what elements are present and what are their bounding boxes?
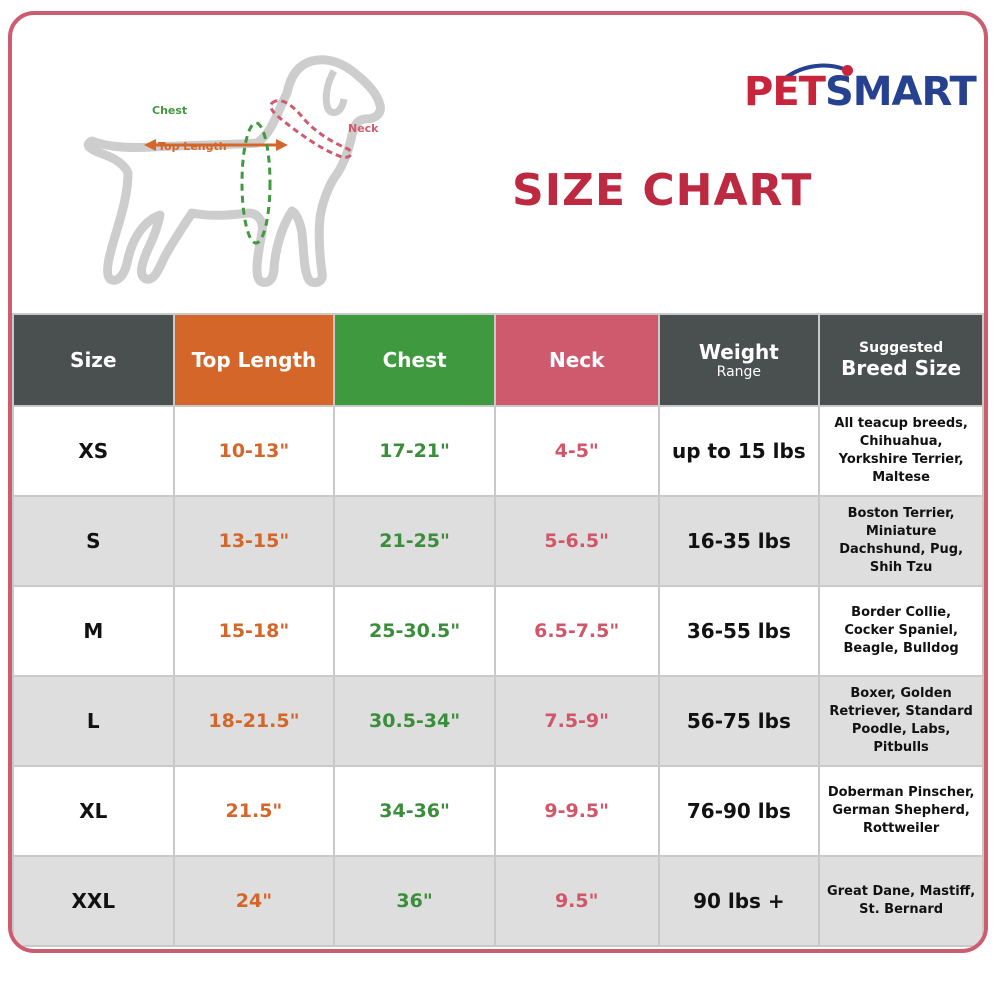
logo-smart-text: SMART [824,69,977,115]
petsmart-logo: PETSMART [744,59,977,129]
size-cell: XL [12,765,175,857]
table-header-row: Size Top Length Chest Neck Weight Range S… [12,313,984,407]
chest-cell: 34-36" [333,765,496,857]
logo-pet-text: PET [744,69,826,115]
weight-cell: 36-55 lbs [657,585,821,677]
size-cell: XS [12,405,175,497]
chest-cell: 36" [333,855,496,947]
weight-cell: 16-35 lbs [657,495,821,587]
top-length-label: Top Length [158,140,227,153]
top-length-cell: 24" [172,855,336,947]
top-length-cell: 10-13" [172,405,336,497]
top-length-cell: 18-21.5" [172,675,336,767]
top-length-cell: 13-15" [172,495,336,587]
chest-cell: 17-21" [333,405,496,497]
logo-dot-icon [842,65,853,76]
chest-cell: 25-30.5" [333,585,496,677]
size-cell: L [12,675,175,767]
logo-swoosh-icon [776,63,845,87]
col-header-neck: Neck [493,313,660,407]
col-header-breed: Suggested Breed Size [818,313,984,407]
table-row: M 15-18" 25-30.5" 6.5-7.5" 36-55 lbs Bor… [12,585,984,677]
weight-cell: 56-75 lbs [657,675,821,767]
chest-cell: 21-25" [333,495,496,587]
size-table: Size Top Length Chest Neck Weight Range S… [12,313,984,947]
col-header-chest: Chest [333,313,496,407]
dog-ear [322,69,348,117]
top-length-arrowhead-right [276,139,288,151]
size-chart-card: Chest Top Length Neck PETSMART SIZE CHAR… [8,11,988,953]
col-header-size: Size [12,313,175,407]
chart-header: Chest Top Length Neck PETSMART SIZE CHAR… [12,15,984,315]
neck-cell: 9.5" [493,855,660,947]
col-header-weight: Weight Range [657,313,821,407]
chest-label: Chest [152,104,188,117]
top-length-cell: 15-18" [172,585,336,677]
size-cell: M [12,585,175,677]
weight-cell: 76-90 lbs [657,765,821,857]
neck-cell: 9-9.5" [493,765,660,857]
breed-cell: Boxer, Golden Retriever, Standard Poodle… [818,675,984,767]
neck-cell: 5-6.5" [493,495,660,587]
neck-cell: 4-5" [493,405,660,497]
breed-cell: Great Dane, Mastiff, St. Bernard [818,855,984,947]
weight-cell: 90 lbs + [657,855,821,947]
breed-cell: Boston Terrier, Miniature Dachshund, Pug… [818,495,984,587]
size-cell: S [12,495,175,587]
dog-measurement-diagram [83,55,385,288]
neck-cell: 7.5-9" [493,675,660,767]
table-row: L 18-21.5" 30.5-34" 7.5-9" 56-75 lbs Box… [12,675,984,767]
top-length-cell: 21.5" [172,765,336,857]
table-row: S 13-15" 21-25" 5-6.5" 16-35 lbs Boston … [12,495,984,587]
table-row: XXL 24" 36" 9.5" 90 lbs + Great Dane, Ma… [12,855,984,947]
neck-label: Neck [348,122,379,135]
dog-silhouette [83,55,385,288]
top-length-arrowhead-left [144,139,156,151]
chest-cell: 30.5-34" [333,675,496,767]
neck-measure-loop [269,99,353,159]
page-title: SIZE CHART [512,165,813,216]
weight-cell: up to 15 lbs [657,405,821,497]
col-header-top-length: Top Length [172,313,336,407]
breed-cell: All teacup breeds, Chihuahua, Yorkshire … [818,405,984,497]
table-row: XS 10-13" 17-21" 4-5" up to 15 lbs All t… [12,405,984,497]
chest-measure-loop [240,121,272,245]
neck-cell: 6.5-7.5" [493,585,660,677]
table-row: XL 21.5" 34-36" 9-9.5" 76-90 lbs Doberma… [12,765,984,857]
breed-cell: Doberman Pinscher, German Shepherd, Rott… [818,765,984,857]
size-cell: XXL [12,855,175,947]
breed-cell: Border Collie, Cocker Spaniel, Beagle, B… [818,585,984,677]
